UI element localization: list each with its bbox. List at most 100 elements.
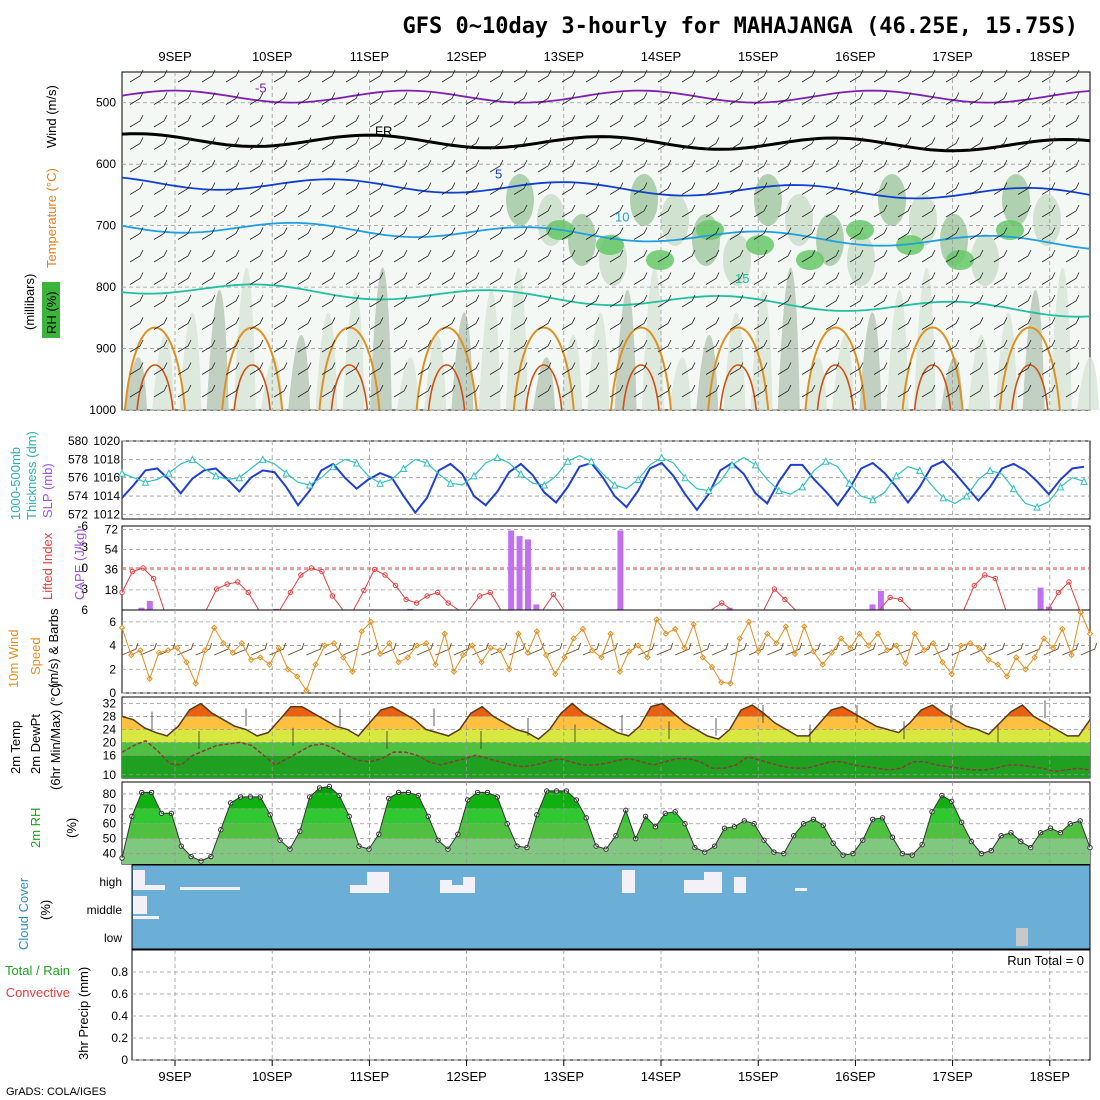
thickness-point [587, 457, 596, 465]
wind-barb [753, 227, 768, 240]
wind-barb [1041, 204, 1056, 218]
wind-barb [249, 317, 264, 330]
wind-barb [489, 69, 504, 83]
wind-barb [297, 249, 312, 263]
wind-barb [609, 159, 624, 173]
wind-barb [993, 137, 1008, 150]
wind-barb [273, 204, 288, 218]
slp-side-label-1: 1000-500mb [8, 447, 23, 520]
wind-barb [513, 249, 528, 263]
precip-side-label-2: Total / Rain [5, 963, 70, 978]
wind-barb [585, 204, 600, 218]
wind-barb [945, 69, 960, 83]
wind-barb [306, 642, 323, 656]
wind-barb [969, 137, 984, 150]
wind-barb [545, 642, 563, 656]
wind-barb [321, 339, 336, 353]
wind-barb [561, 159, 576, 173]
wind-barb [225, 384, 240, 398]
thickness-point [1056, 482, 1065, 491]
wind-barb [201, 69, 216, 83]
wind-barb [873, 362, 888, 375]
li-tick-label: 0 [81, 561, 88, 575]
wind-barb [345, 92, 360, 105]
wind-barb [873, 92, 888, 105]
wind-barb [441, 272, 456, 285]
wind-barb [153, 317, 168, 330]
wind-barb [801, 272, 816, 285]
wind-barb [825, 204, 840, 218]
wind-barb [825, 294, 840, 308]
wind-barb [633, 227, 648, 240]
wind-barb [153, 204, 168, 218]
wind-barb [177, 182, 192, 195]
wind-barb [249, 339, 264, 353]
wind-barb [1041, 362, 1056, 375]
upper-side-label-wind: Wind (m/s) [44, 85, 59, 148]
wind-barb [345, 362, 360, 375]
wind-barb [729, 114, 744, 128]
wind-barb [849, 249, 864, 263]
thickness-point [962, 491, 971, 500]
wind-barb [969, 339, 984, 353]
wind-barb [513, 204, 528, 218]
wind-barb [849, 272, 864, 285]
wind-barb [705, 92, 720, 105]
wind-barb [825, 114, 840, 128]
wind-barb [753, 204, 768, 218]
isotherm-line [121, 132, 1091, 153]
wind-barb [1006, 642, 1024, 656]
wind-barb [753, 317, 768, 330]
wind-barb [849, 92, 864, 105]
wind-barb [729, 272, 744, 285]
wind-barb [945, 317, 960, 330]
wind-barb [753, 182, 768, 195]
temp-tick-label: 28 [103, 709, 117, 723]
isotherm-25-arch [233, 364, 271, 411]
wind-barb [873, 384, 888, 398]
wind-barb [825, 272, 840, 285]
wind-barb [201, 204, 216, 218]
wind-barb [561, 249, 576, 263]
thickness-point [212, 471, 220, 480]
wind-barb [657, 92, 672, 105]
wind-barb [993, 339, 1008, 353]
wind-barb [201, 114, 216, 128]
wind-barb [441, 339, 456, 353]
wind-barb [201, 339, 216, 353]
wind-barb [297, 362, 312, 375]
wind-tick-label: 2 [109, 662, 116, 676]
wind-barb [369, 182, 384, 195]
rh-contour-fill [723, 234, 751, 286]
wind-barb [921, 137, 936, 150]
wind-barb [993, 384, 1008, 398]
wind-barb [537, 227, 552, 240]
wind-barb [129, 384, 144, 398]
wind-barb [729, 137, 744, 150]
wind-barb [345, 114, 360, 128]
wind-barb [822, 642, 840, 656]
wind-barb [225, 317, 240, 330]
wind-barb [393, 159, 408, 173]
wind-barb [1017, 114, 1032, 128]
cloud-tick-high: high [99, 875, 122, 889]
cape-tick-label: 54 [105, 543, 119, 557]
precip-tick-label: 0.4 [111, 1009, 128, 1023]
rh-tick-label: 80 [103, 787, 117, 801]
wind-barb [921, 249, 936, 263]
wind-barb [1065, 227, 1080, 240]
wind-barb [369, 294, 384, 308]
wind-barb [897, 92, 912, 105]
isotherm-25-arch [525, 364, 563, 411]
wind-barb [129, 227, 144, 240]
wind-barb [441, 182, 456, 195]
wind-barb [129, 339, 144, 353]
wind-barb [369, 204, 384, 218]
wind-barb [369, 159, 384, 173]
wind-barb [273, 339, 288, 353]
wind-barb [153, 182, 168, 195]
cape-bar [407, 608, 414, 610]
wind-side-label-2: Speed [28, 637, 43, 675]
wind-barb [561, 114, 576, 128]
rh-contour-fill [630, 174, 658, 226]
